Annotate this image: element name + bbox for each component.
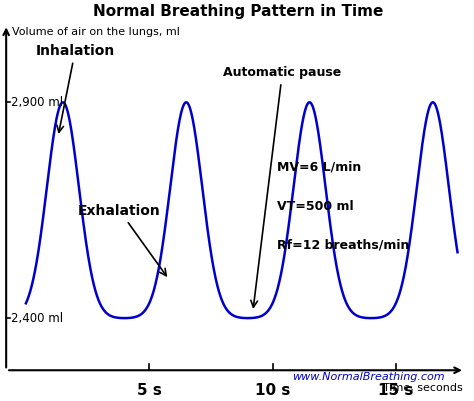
Text: MV=6 L/min: MV=6 L/min — [277, 161, 362, 174]
Text: www.NormalBreathing.com: www.NormalBreathing.com — [292, 373, 445, 383]
Text: Automatic pause: Automatic pause — [223, 66, 341, 307]
Text: Inhalation: Inhalation — [36, 44, 115, 132]
Text: 2,400 ml: 2,400 ml — [11, 312, 63, 325]
Title: Normal Breathing Pattern in Time: Normal Breathing Pattern in Time — [93, 4, 383, 19]
Text: VT=500 ml: VT=500 ml — [277, 200, 354, 213]
Text: 2,900 ml: 2,900 ml — [11, 96, 63, 109]
Text: Time, seconds: Time, seconds — [383, 383, 463, 393]
Text: 10 s: 10 s — [255, 383, 290, 398]
Text: Exhalation: Exhalation — [78, 204, 166, 276]
Text: Rf=12 breaths/min: Rf=12 breaths/min — [277, 239, 410, 251]
Text: 5 s: 5 s — [137, 383, 162, 398]
Text: Volume of air on the lungs, ml: Volume of air on the lungs, ml — [12, 26, 180, 36]
Text: 15 s: 15 s — [378, 383, 413, 398]
